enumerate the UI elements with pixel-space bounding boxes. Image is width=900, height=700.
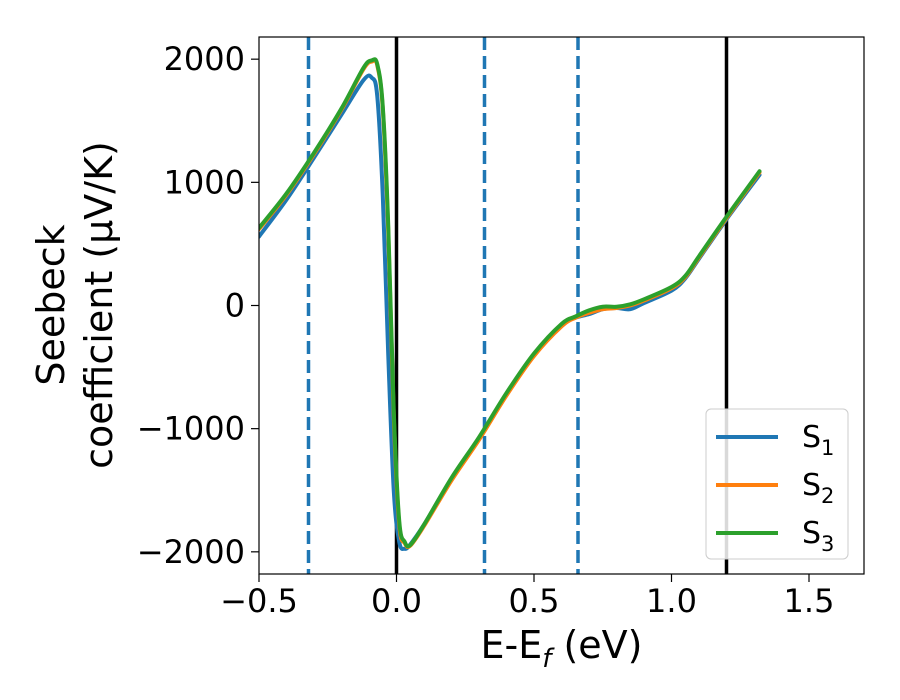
x-axis-title: E-Ef (eV): [481, 623, 643, 674]
x-tick-label: 0.0: [371, 582, 422, 620]
y-tick-label: 0: [225, 287, 245, 325]
series-line-s1: [259, 73, 762, 551]
legend-label-s2: S2: [802, 468, 834, 508]
axis-ticks: −0.5 0.0 0.5 1.0 1.5 −2000 −1000 0 1000 2000: [137, 40, 835, 620]
legend-label-s3: S3: [802, 516, 834, 556]
x-tick-label: −0.5: [220, 582, 298, 620]
y-axis-title-line-1: Seebeck: [29, 224, 73, 385]
legend-label-s1: S1: [802, 420, 834, 460]
y-tick-label: −2000: [137, 533, 245, 571]
plot-content: [259, 37, 762, 574]
x-tick-label: 1.0: [646, 582, 697, 620]
y-tick-label: 2000: [164, 40, 245, 78]
x-axis-title-tail: (eV): [551, 623, 642, 667]
series-line-s3: [259, 57, 762, 549]
x-tick-label: 0.5: [509, 582, 560, 620]
series-line-s2: [259, 58, 762, 550]
y-axis-title-line-2: coefficient (μV/K): [77, 141, 121, 469]
x-axis-title-main: E-E: [481, 623, 543, 667]
legend: S1 S2 S3: [705, 408, 849, 560]
y-tick-label: −1000: [137, 410, 245, 448]
y-axis-title: Seebeck coefficient (μV/K): [29, 141, 121, 469]
x-tick-label: 1.5: [784, 582, 835, 620]
y-tick-label: 1000: [164, 163, 245, 201]
